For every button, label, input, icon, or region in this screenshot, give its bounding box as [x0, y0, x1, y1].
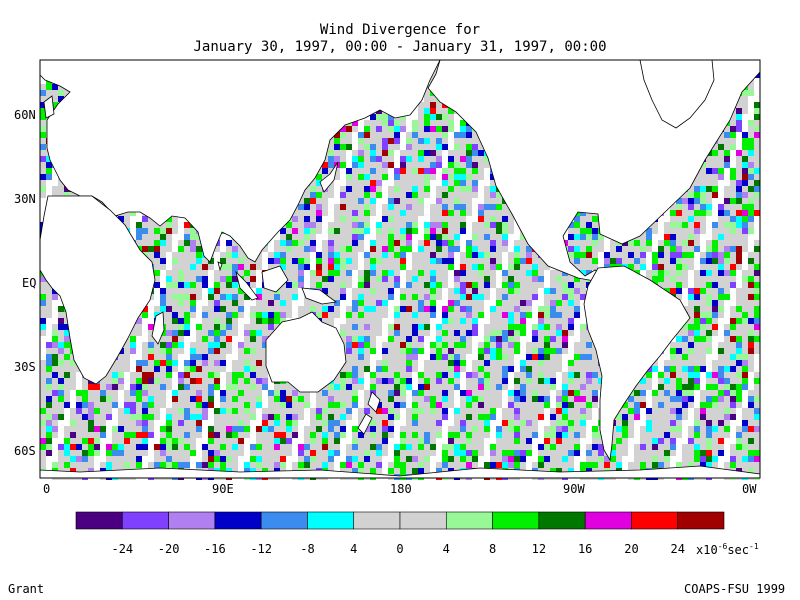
- lon-label-0w: 0W: [742, 482, 757, 496]
- colorbar-swatch: [584, 511, 632, 530]
- lat-label-30n: 30N: [14, 192, 36, 206]
- lat-label-60n: 60N: [14, 108, 36, 122]
- map-frame: [39, 59, 761, 479]
- colorbar-swatch: [121, 511, 169, 530]
- new-zealand-south: [357, 413, 373, 435]
- madagascar: [151, 311, 165, 345]
- colorbar-swatch: [260, 511, 308, 530]
- colorbar-tick-label: 16: [577, 542, 593, 556]
- sri-lanka: [217, 261, 223, 272]
- colorbar-swatch: [677, 511, 725, 530]
- south-america: [583, 265, 691, 462]
- colorbar-tick-label: -20: [157, 542, 180, 556]
- colorbar-tick-label: 20: [624, 542, 639, 556]
- japan: [319, 161, 339, 193]
- colorbar-swatch: [353, 511, 401, 530]
- lat-label-eq: EQ: [22, 276, 37, 290]
- new-zealand: [367, 391, 381, 413]
- colorbar-tick-label: -12: [250, 542, 273, 556]
- colorbar-tick-label: 12: [531, 542, 547, 556]
- lat-label-60s: 60S: [14, 444, 36, 458]
- british-isles: [43, 95, 55, 119]
- land-masses: [39, 59, 761, 479]
- borneo: [261, 265, 289, 293]
- map-title-line2: January 30, 1997, 00:00 - January 31, 19…: [193, 39, 607, 55]
- colorbar-swatch: [307, 511, 355, 530]
- footer-credit: COAPS-FSU 1999: [684, 582, 786, 596]
- colorbar-tick-label: 4: [350, 542, 358, 556]
- colorbar-tick-label: 4: [442, 542, 450, 556]
- colorbar-units: x10-6sec-1: [696, 542, 759, 557]
- colorbar-swatch: [168, 511, 216, 530]
- colorbar-swatch: [492, 511, 540, 530]
- colorbar-tick-label: 8: [488, 542, 497, 556]
- colorbar-tick-label: -8: [300, 542, 315, 556]
- colorbar-swatch: [214, 511, 262, 530]
- lat-label-30s: 30S: [14, 360, 36, 374]
- lon-label-90w: 90W: [563, 482, 585, 496]
- africa: [39, 195, 156, 385]
- new-guinea: [301, 287, 338, 305]
- footer-author: Grant: [8, 582, 45, 596]
- colorbar-swatch: [75, 511, 123, 530]
- greenland: [639, 59, 715, 129]
- antarctica: [39, 465, 761, 479]
- colorbar-swatch: [399, 511, 447, 530]
- sumatra: [235, 270, 259, 301]
- colorbar-swatch: [538, 511, 586, 530]
- colorbar-tick-label: 24: [670, 542, 685, 556]
- colorbar-swatch: [445, 511, 493, 530]
- eurasia: [39, 59, 441, 263]
- colorbar-swatch: [631, 511, 679, 530]
- lon-label-90e: 90E: [212, 482, 234, 496]
- lon-label-0: 0: [43, 482, 51, 496]
- colorbar-tick-label: -24: [111, 542, 134, 556]
- colorbar-tick-label: -16: [204, 542, 226, 556]
- map-title-line1: Wind Divergence for: [319, 22, 481, 38]
- colorbar-tick-label: 0: [396, 542, 404, 556]
- colorbar: [75, 511, 725, 530]
- australia: [265, 311, 347, 393]
- lon-label-180: 180: [390, 482, 412, 496]
